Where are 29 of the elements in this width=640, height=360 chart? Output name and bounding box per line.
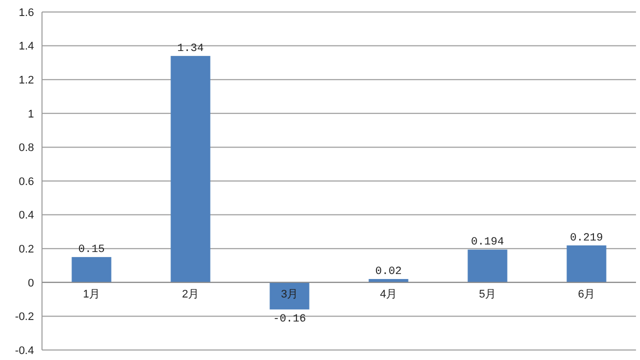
y-tick-label: 1 <box>28 108 34 120</box>
data-label: 0.219 <box>570 232 604 244</box>
x-tick-label: 2月 <box>182 288 200 300</box>
bar <box>270 282 310 310</box>
x-tick-label: 3月 <box>280 288 298 300</box>
y-tick-label: 0.8 <box>18 142 34 154</box>
bar <box>566 245 606 282</box>
bar <box>368 279 408 282</box>
y-tick-label: 1.4 <box>18 40 34 53</box>
y-tick-label: 1.6 <box>18 6 34 19</box>
bar <box>468 250 508 282</box>
data-label: -0.16 <box>272 313 306 326</box>
x-tick-label: 1月 <box>82 288 100 300</box>
y-tick-label: 1.2 <box>18 74 34 86</box>
x-tick-label: 4月 <box>380 288 398 300</box>
data-label: 0.15 <box>78 244 105 256</box>
bar <box>72 257 112 282</box>
data-label: 0.02 <box>375 266 402 278</box>
bar <box>170 56 210 282</box>
data-label: 0.194 <box>470 236 504 249</box>
x-tick-label: 5月 <box>478 288 496 300</box>
y-tick-label: 0.4 <box>18 210 34 222</box>
y-tick-label: 0.2 <box>18 243 34 256</box>
y-tick-label: 0.6 <box>18 176 34 188</box>
y-tick-label: -0.2 <box>15 311 34 324</box>
y-tick-label: -0.4 <box>15 344 34 357</box>
y-tick-label: 0 <box>28 277 34 290</box>
x-tick-label: 6月 <box>578 288 596 300</box>
data-label: 1.34 <box>177 42 204 55</box>
